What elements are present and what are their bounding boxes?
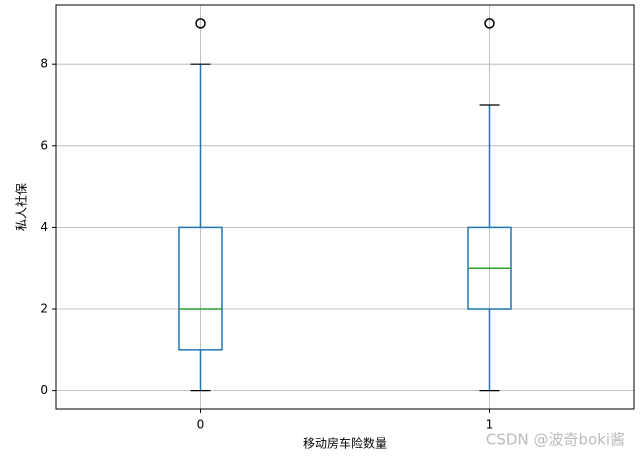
box: [178, 226, 223, 351]
flier: [484, 18, 495, 29]
y-tick-label: 6: [40, 138, 48, 152]
x-tick-label: 1: [486, 418, 494, 432]
x-tick-label: 0: [197, 418, 205, 432]
plot-frame: [55, 4, 635, 410]
y-tick-label: 0: [40, 383, 48, 397]
flier: [195, 18, 206, 29]
y-tick-label: 8: [40, 57, 48, 71]
y-tick-label: 4: [40, 220, 48, 234]
x-axis-label: 移动房车险数量: [303, 436, 387, 451]
y-axis-label: 私人社保: [14, 183, 29, 231]
plot-area: [56, 5, 634, 409]
watermark: CSDN @波奇boki酱: [486, 431, 625, 449]
y-tick-label: 2: [40, 302, 48, 316]
